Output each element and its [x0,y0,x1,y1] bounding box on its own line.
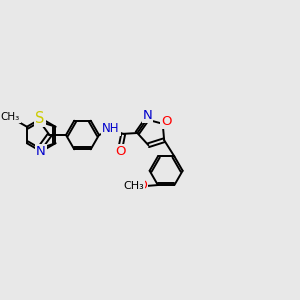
Text: O: O [161,115,172,128]
Text: O: O [137,179,147,192]
Text: N: N [142,110,152,122]
Text: N: N [36,146,46,158]
Text: NH: NH [102,122,120,135]
Text: CH₃: CH₃ [123,181,144,191]
Text: CH₃: CH₃ [1,112,20,122]
Text: S: S [35,111,44,126]
Text: O: O [115,146,126,158]
